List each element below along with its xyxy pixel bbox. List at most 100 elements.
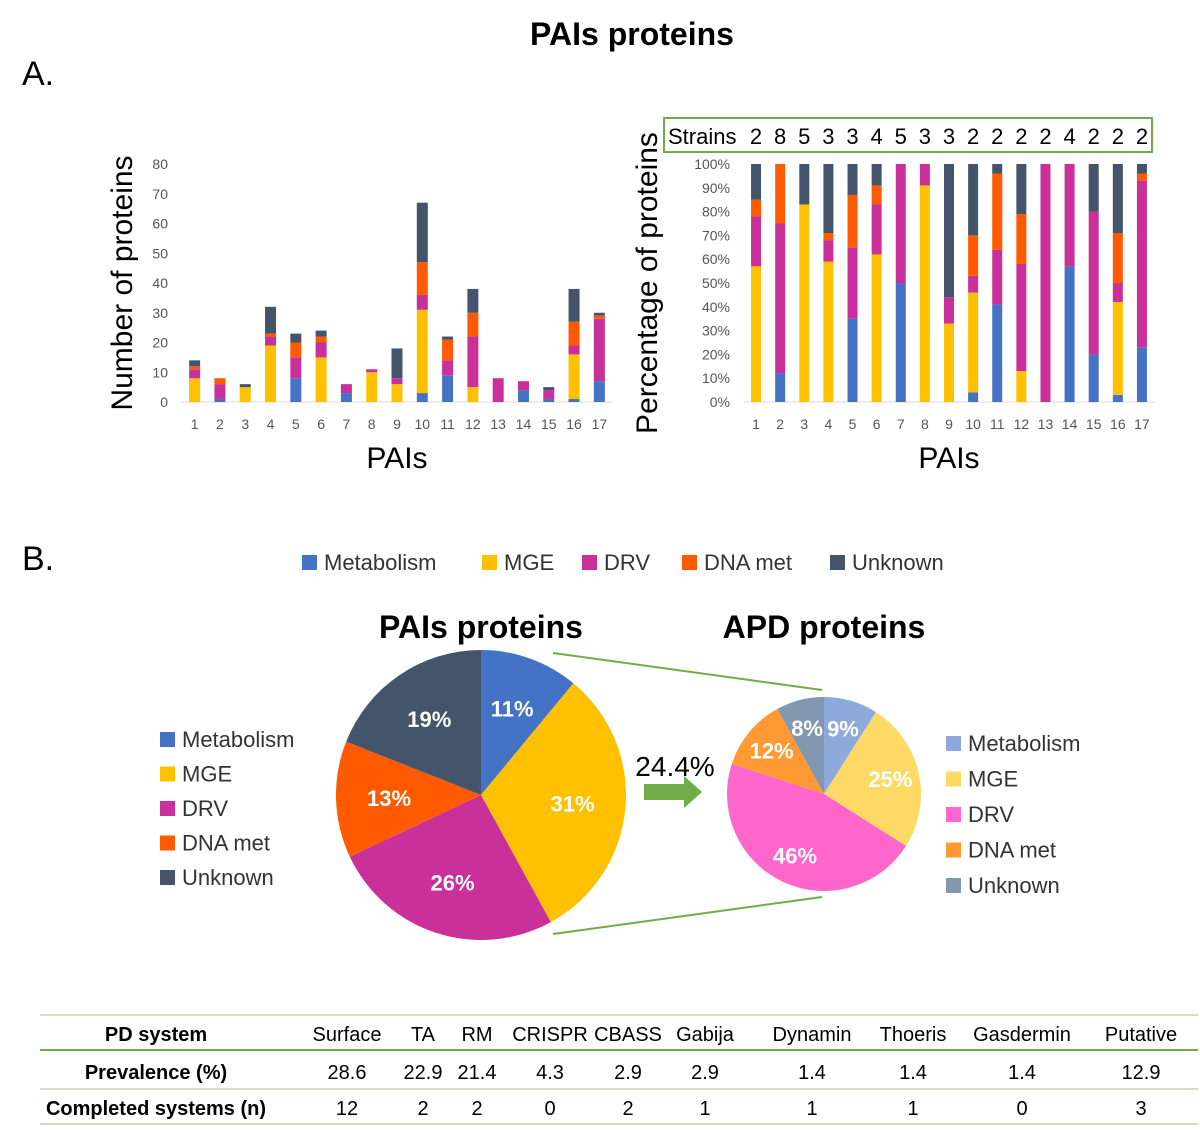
legend-label: Metabolism <box>968 731 1080 756</box>
strain-count: 2 <box>1088 124 1100 149</box>
x-tick-label: 1 <box>191 416 199 432</box>
x-tick-label: 3 <box>241 416 249 432</box>
table-cell: 21.4 <box>458 1062 497 1084</box>
bar-segment <box>751 164 762 200</box>
bar-segment <box>1088 211 1099 355</box>
pai-pie-legend: Metabolism MGE DRV DNA met Unknown <box>160 727 294 890</box>
bar-segment <box>568 321 580 346</box>
bar-segment <box>265 345 277 402</box>
bar-segment <box>1112 164 1123 234</box>
bar-segment <box>1112 233 1123 283</box>
x-tick-label: 17 <box>1134 416 1150 432</box>
y-tick-label: 20 <box>152 335 168 351</box>
x-tick-label: 12 <box>465 416 481 432</box>
strain-count: 2 <box>1015 124 1027 149</box>
table-cell: 22.9 <box>404 1062 443 1084</box>
bar-segment <box>751 199 762 217</box>
connector-top-line <box>552 652 823 691</box>
bar-segment <box>315 330 327 337</box>
pie-slice <box>824 712 921 846</box>
bar-segment <box>968 235 979 276</box>
strain-count: 2 <box>1112 124 1124 149</box>
bar-segment <box>847 247 858 319</box>
pie-value-label: 12% <box>750 739 794 764</box>
pie-value-label: 25% <box>868 767 912 792</box>
y-tick-label: 30 <box>152 305 168 321</box>
pie-value-label: 31% <box>551 792 595 817</box>
bar-segment <box>944 164 954 298</box>
bar-segment <box>775 164 786 224</box>
table-cell: 2 <box>622 1098 633 1120</box>
table-cell: 0 <box>1016 1098 1027 1120</box>
bar-segment <box>895 283 906 402</box>
pie-title: APD proteins <box>723 609 926 645</box>
x-tick-label: 4 <box>267 416 275 432</box>
bar-segment <box>315 336 327 343</box>
bar-segment <box>823 261 834 402</box>
bar-segment <box>517 390 529 402</box>
bar-segment <box>290 378 302 402</box>
table-cell: 1.4 <box>798 1062 826 1084</box>
x-tick-label: 13 <box>490 416 506 432</box>
bar-segment <box>775 373 786 402</box>
table-cell: 1.4 <box>1008 1062 1036 1084</box>
pd-system-table: PD system Surface TA RM CRISPR CBASS Gabija Dyn… <box>40 1014 1198 1125</box>
table-cell: 2.9 <box>691 1062 719 1084</box>
legend-label: DNA met <box>968 838 1056 863</box>
bar-segment <box>1040 164 1051 402</box>
bar-segment <box>593 312 605 316</box>
bar-segment <box>189 366 201 370</box>
right-arrow-icon <box>644 776 702 808</box>
bar-segment <box>871 164 882 186</box>
x-tick-label: 4 <box>825 416 833 432</box>
bar-segment <box>799 204 810 402</box>
strain-count: 4 <box>871 124 883 149</box>
bar-segment <box>944 297 954 324</box>
strains-box <box>663 117 1153 153</box>
pie-value-label: 26% <box>431 870 475 895</box>
bar-segment <box>944 323 954 402</box>
x-tick-label: 14 <box>1062 416 1078 432</box>
legend-swatch <box>682 555 697 570</box>
y-tick-label: 0 <box>160 394 168 410</box>
bar-segment <box>992 304 1003 402</box>
y-tick-label: 0% <box>710 394 730 410</box>
y-tick-label: 70% <box>702 227 730 243</box>
strain-count: 5 <box>895 124 907 149</box>
bar-segment <box>968 392 979 402</box>
bar-segment <box>265 333 277 337</box>
bar-segment <box>517 381 529 391</box>
bar-segment <box>568 345 580 355</box>
bar-segment <box>214 384 226 400</box>
panel-b-label: B. <box>22 540 54 578</box>
strain-count: 8 <box>774 124 786 149</box>
y-tick-label: 20% <box>702 346 730 362</box>
y-tick-label: 90% <box>702 180 730 196</box>
table-header-cell: CBASS <box>594 1024 662 1046</box>
legend-label: DRV <box>604 550 650 575</box>
y-tick-label: 100% <box>694 156 730 172</box>
x-tick-label: 17 <box>592 416 608 432</box>
bar-segment <box>290 357 302 379</box>
bar-segment <box>467 312 479 337</box>
panel-a-label: A. <box>22 55 54 93</box>
table-row-label: Completed systems (n) <box>46 1098 266 1120</box>
bar-segment <box>189 360 201 367</box>
legend-swatch <box>830 555 845 570</box>
strain-count: 2 <box>991 124 1003 149</box>
bar-segment <box>1064 164 1075 267</box>
legend-swatch <box>946 842 961 858</box>
bar-segment <box>1112 283 1123 303</box>
x-tick-label: 2 <box>216 416 224 432</box>
y-tick-label: 40 <box>152 275 168 291</box>
legend-swatch <box>946 736 961 751</box>
bar-segment <box>543 399 555 402</box>
strain-count: 2 <box>967 124 979 149</box>
x-tick-label: 1 <box>752 416 760 432</box>
bar-segment <box>919 185 930 402</box>
table-header-cell: Surface <box>313 1024 382 1046</box>
y-tick-label: 80 <box>152 156 168 172</box>
pie-value-label: 8% <box>791 716 823 741</box>
legend-swatch <box>582 555 597 570</box>
bar-segment <box>871 185 882 205</box>
